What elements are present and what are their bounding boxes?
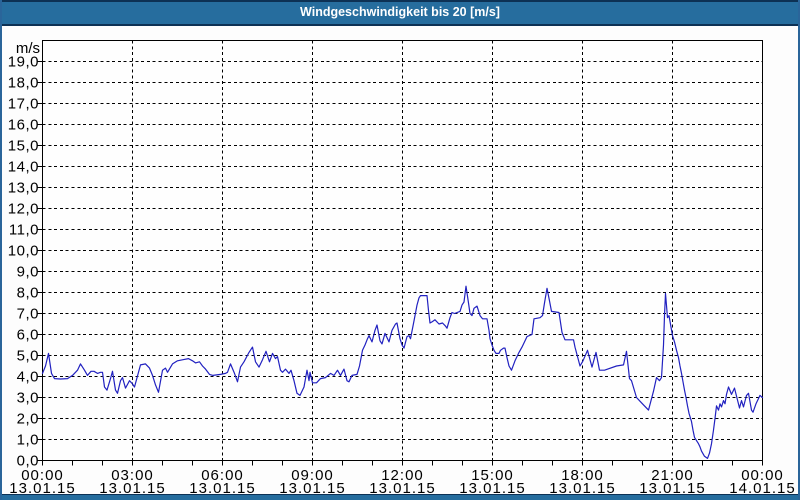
x-axis-labels: 00:0013.01.1503:0013.01.1506:0013.01.150… (9, 467, 795, 497)
window-title: Windgeschwindigkeit bis 20 [m/s] (300, 5, 500, 19)
svg-text:13.01.15: 13.01.15 (639, 480, 705, 497)
svg-text:18:00: 18:00 (561, 467, 604, 484)
svg-text:13,0: 13,0 (8, 180, 39, 197)
svg-text:3,0: 3,0 (17, 390, 39, 407)
svg-text:0,0: 0,0 (17, 453, 39, 470)
svg-text:7,0: 7,0 (17, 306, 39, 323)
svg-text:2,0: 2,0 (17, 411, 39, 428)
svg-text:10,0: 10,0 (8, 243, 39, 260)
svg-text:13.01.15: 13.01.15 (279, 480, 345, 497)
title-bar: Windgeschwindigkeit bis 20 [m/s] (2, 0, 798, 26)
svg-text:06:00: 06:00 (201, 467, 244, 484)
y-axis-unit: m/s (16, 40, 40, 57)
svg-text:8,0: 8,0 (17, 285, 39, 302)
svg-text:13.01.15: 13.01.15 (99, 480, 165, 497)
svg-text:16,0: 16,0 (8, 117, 39, 134)
svg-text:13.01.15: 13.01.15 (459, 480, 525, 497)
svg-text:09:00: 09:00 (291, 467, 334, 484)
svg-text:03:00: 03:00 (111, 467, 154, 484)
svg-text:13.01.15: 13.01.15 (369, 480, 435, 497)
svg-text:21:00: 21:00 (651, 467, 694, 484)
svg-text:14,0: 14,0 (8, 159, 39, 176)
svg-text:00:00: 00:00 (741, 467, 784, 484)
svg-text:11,0: 11,0 (9, 222, 39, 239)
svg-text:13.01.15: 13.01.15 (9, 480, 75, 497)
y-axis-labels: 0,0 1,0 2,0 3,0 4,0 5,0 6,0 7,0 8,0 9,0 10,0 11,0 12… (8, 54, 39, 470)
wind-speed-line (41, 285, 764, 459)
svg-text:13.01.15: 13.01.15 (189, 480, 255, 497)
svg-text:12,0: 12,0 (8, 201, 39, 218)
svg-text:13.01.15: 13.01.15 (549, 480, 615, 497)
svg-text:5,0: 5,0 (17, 348, 39, 365)
svg-text:15,0: 15,0 (8, 138, 39, 155)
svg-text:14.01.15: 14.01.15 (729, 480, 795, 497)
svg-text:15:00: 15:00 (471, 467, 514, 484)
svg-text:19,0: 19,0 (8, 54, 39, 71)
svg-text:17,0: 17,0 (8, 96, 39, 113)
bottom-bar (2, 494, 798, 500)
svg-text:9,0: 9,0 (17, 264, 39, 281)
svg-text:18,0: 18,0 (8, 75, 39, 92)
svg-text:4,0: 4,0 (17, 369, 39, 386)
vertical-gridlines (132, 40, 673, 461)
svg-text:12:00: 12:00 (381, 467, 424, 484)
axis-ticks (37, 61, 763, 466)
svg-text:6,0: 6,0 (17, 327, 39, 344)
svg-text:1,0: 1,0 (17, 432, 39, 449)
svg-text:00:00: 00:00 (21, 467, 64, 484)
